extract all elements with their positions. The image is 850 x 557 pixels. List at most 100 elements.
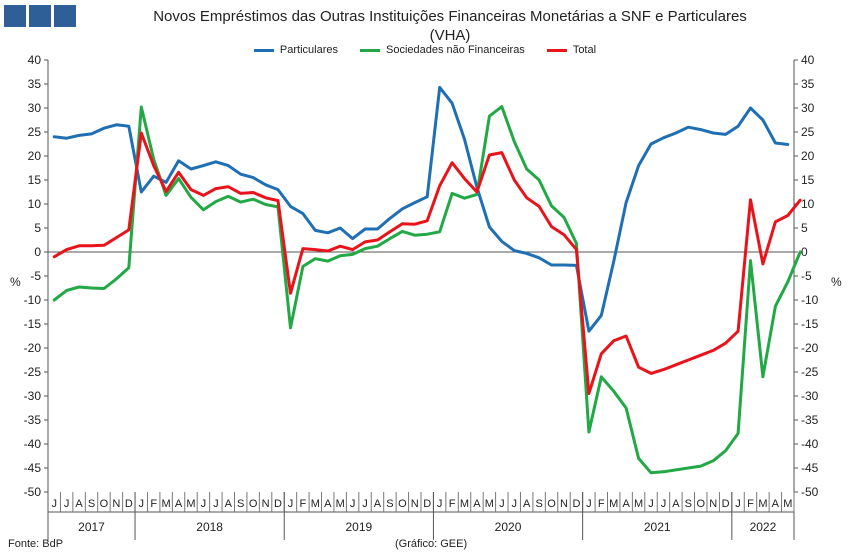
month-label: A bbox=[622, 498, 630, 510]
y-tick-label-right: -5 bbox=[801, 269, 812, 283]
year-label: 2019 bbox=[345, 520, 372, 534]
month-label: J bbox=[64, 498, 70, 510]
y-tick-label-left: 5 bbox=[34, 221, 41, 235]
month-label: O bbox=[398, 498, 407, 510]
legend-swatch-snf bbox=[360, 48, 380, 52]
month-label: J bbox=[735, 498, 741, 510]
legend-label-total: Total bbox=[572, 44, 597, 56]
logo-square-1 bbox=[4, 5, 26, 27]
month-label: J bbox=[648, 498, 654, 510]
month-label: J bbox=[139, 498, 145, 510]
year-label: 2021 bbox=[644, 520, 671, 534]
month-label: M bbox=[634, 498, 643, 510]
y-tick-label-left: -10 bbox=[24, 293, 42, 307]
month-label: F bbox=[449, 498, 456, 510]
y-tick-label-right: -50 bbox=[801, 485, 819, 499]
y-tick-label-right: -20 bbox=[801, 341, 819, 355]
month-label: J bbox=[437, 498, 443, 510]
legend-item-total: Total bbox=[546, 44, 597, 56]
y-tick-label-left: -20 bbox=[24, 341, 42, 355]
month-label: A bbox=[175, 498, 183, 510]
month-label: J bbox=[201, 498, 207, 510]
month-label: F bbox=[300, 498, 307, 510]
y-tick-label-right: -25 bbox=[801, 365, 819, 379]
month-label: N bbox=[560, 498, 568, 510]
source-note: Fonte: BdP bbox=[8, 538, 64, 550]
month-label: M bbox=[609, 498, 618, 510]
y-axis-label-left: % bbox=[10, 275, 21, 289]
y-tick-label-left: 20 bbox=[28, 149, 42, 163]
y-tick-label-left: 30 bbox=[28, 101, 42, 115]
y-tick-label-right: -30 bbox=[801, 389, 819, 403]
y-tick-label-right: 40 bbox=[801, 53, 815, 67]
y-tick-label-left: -50 bbox=[24, 485, 42, 499]
y-tick-label-left: 40 bbox=[28, 53, 42, 67]
month-label: J bbox=[586, 498, 592, 510]
month-label: A bbox=[672, 498, 680, 510]
series-line-snf bbox=[52, 105, 802, 475]
month-label: O bbox=[100, 498, 109, 510]
y-tick-label-right: 30 bbox=[801, 101, 815, 115]
month-label: J bbox=[499, 498, 505, 510]
month-label: M bbox=[783, 498, 792, 510]
year-label: 2022 bbox=[750, 520, 777, 534]
credit-note: (Gráfico: GEE) bbox=[395, 538, 468, 550]
month-label: J bbox=[512, 498, 518, 510]
month-label: J bbox=[288, 498, 294, 510]
month-label: S bbox=[237, 498, 244, 510]
series-line-particulares bbox=[52, 85, 790, 333]
month-label: D bbox=[274, 498, 282, 510]
y-tick-label-left: 10 bbox=[28, 197, 42, 211]
legend-item-particulares: Particulares bbox=[253, 44, 338, 56]
legend-label-snf: Sociedades não Financeiras bbox=[386, 44, 525, 56]
year-label: 2017 bbox=[78, 520, 105, 534]
logo-square-3 bbox=[54, 5, 76, 27]
month-label: D bbox=[423, 498, 431, 510]
y-tick-label-right: 20 bbox=[801, 149, 815, 163]
y-tick-label-left: 15 bbox=[28, 173, 42, 187]
month-label: M bbox=[460, 498, 469, 510]
chart-title: Novos Empréstimos das Outras Instituiçõe… bbox=[100, 7, 800, 45]
chart-legend: Particulares Sociedades não Financeiras … bbox=[0, 44, 850, 56]
month-label: M bbox=[186, 498, 195, 510]
y-tick-label-right: 25 bbox=[801, 125, 815, 139]
chart-title-line1: Novos Empréstimos das Outras Instituiçõe… bbox=[153, 8, 747, 25]
month-label: S bbox=[685, 498, 692, 510]
month-label: M bbox=[336, 498, 345, 510]
month-label: A bbox=[324, 498, 332, 510]
month-label: O bbox=[696, 498, 705, 510]
month-label: A bbox=[523, 498, 531, 510]
gee-logo bbox=[4, 5, 76, 27]
month-label: O bbox=[249, 498, 258, 510]
y-tick-label-right: -35 bbox=[801, 413, 819, 427]
y-tick-label-left: -45 bbox=[24, 461, 42, 475]
month-label: J bbox=[213, 498, 219, 510]
y-tick-label-left: -15 bbox=[24, 317, 42, 331]
y-tick-label-right: 35 bbox=[801, 77, 815, 91]
y-tick-label-right: 15 bbox=[801, 173, 815, 187]
month-label: M bbox=[162, 498, 171, 510]
y-tick-label-right: -40 bbox=[801, 437, 819, 451]
chart-title-line2: (VHA) bbox=[429, 27, 471, 44]
month-label: A bbox=[75, 498, 83, 510]
month-label: J bbox=[661, 498, 667, 510]
y-tick-label-left: 0 bbox=[34, 245, 41, 259]
month-label: A bbox=[473, 498, 481, 510]
month-label: S bbox=[386, 498, 393, 510]
month-label: J bbox=[362, 498, 368, 510]
month-label: M bbox=[485, 498, 494, 510]
year-label: 2020 bbox=[495, 520, 522, 534]
y-tick-label-right: -10 bbox=[801, 293, 819, 307]
month-label: J bbox=[51, 498, 57, 510]
month-label: F bbox=[747, 498, 754, 510]
y-tick-label-left: -25 bbox=[24, 365, 42, 379]
month-label: D bbox=[722, 498, 730, 510]
month-label: N bbox=[112, 498, 120, 510]
month-label: M bbox=[311, 498, 320, 510]
y-tick-label-left: -40 bbox=[24, 437, 42, 451]
y-tick-label-right: -15 bbox=[801, 317, 819, 331]
y-tick-label-right: -45 bbox=[801, 461, 819, 475]
y-tick-label-left: -30 bbox=[24, 389, 42, 403]
legend-swatch-total bbox=[546, 48, 567, 52]
y-tick-label-right: 0 bbox=[801, 245, 808, 259]
